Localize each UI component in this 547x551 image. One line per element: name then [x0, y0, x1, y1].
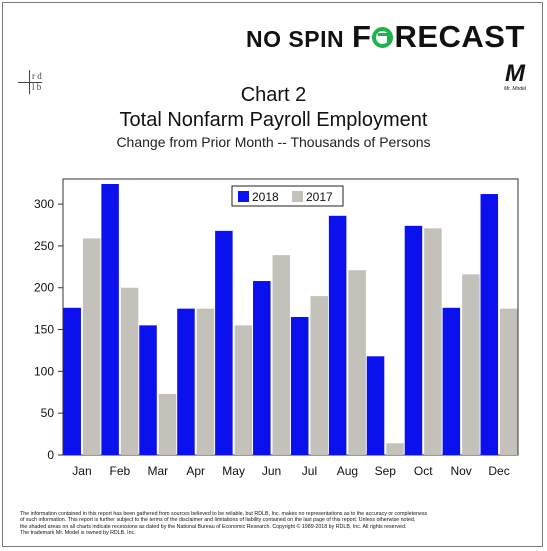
legend [231, 185, 344, 207]
y-tick-label: 100 [34, 364, 54, 378]
bar-2018-mar [139, 325, 157, 455]
bar-2018-aug [328, 215, 347, 455]
chart-title: Chart 2 [240, 84, 307, 106]
x-tick-label: Aug [337, 464, 358, 478]
bar-2017-oct [424, 228, 442, 455]
x-tick-label: Nov [450, 464, 471, 478]
legend-label-2018: 2018 [252, 190, 279, 204]
bar-2018-dec [480, 194, 499, 455]
plot-area [62, 178, 519, 456]
x-tick-label: Jun [262, 464, 281, 478]
bar-2017-nov [462, 274, 480, 455]
bar-2018-may [215, 230, 233, 455]
x-tick-label: Dec [488, 464, 509, 478]
x-tick-label: Apr [186, 464, 205, 478]
y-tick-label: 300 [34, 197, 54, 211]
bar-2017-feb [120, 287, 139, 455]
bar-2017-aug [348, 270, 366, 455]
bar-2017-jan [82, 238, 101, 455]
bar-2017-sep [386, 443, 404, 455]
brand-no-spin: NO SPIN [246, 26, 345, 52]
y-tick-label: 200 [34, 281, 54, 295]
bar-2018-jan [63, 307, 81, 455]
x-tick-label: Jan [72, 464, 91, 478]
legend-swatch-2018 [238, 191, 249, 202]
disclaimer-footer: The information contained in this report… [20, 511, 535, 537]
x-tick-label: Sep [375, 464, 397, 478]
mr-model-caption: Mr. Model [503, 86, 527, 92]
bar-2018-sep [366, 356, 385, 455]
y-tick-label: 250 [34, 239, 54, 253]
chart-caption: Change from Prior Month -- Thousands of … [116, 134, 431, 150]
bar-2017-mar [158, 393, 177, 455]
brand-logo: NO SPIN F RECAST [246, 18, 536, 58]
bar-2018-feb [101, 184, 119, 455]
disclaimer-line: of such information. This report is furt… [20, 517, 416, 524]
bar-2017-apr [196, 308, 215, 455]
bar-2017-may [234, 325, 253, 455]
y-tick-label: 0 [47, 448, 54, 462]
legend-swatch-2017 [292, 191, 303, 202]
y-tick-label: 50 [41, 406, 55, 420]
bar-2017-dec [500, 308, 518, 455]
bar-2018-apr [177, 308, 195, 455]
x-tick-label: Feb [110, 464, 131, 478]
y-tick-label: 150 [34, 323, 54, 337]
brand-forecast: F RECAST [352, 19, 525, 55]
rdlb-logo-top: r d [32, 71, 42, 81]
x-tick-label: Mar [147, 464, 168, 478]
x-tick-label: Oct [414, 464, 433, 478]
disclaimer-line: the shaded areas on all charts indicate … [20, 523, 407, 530]
mr-model-logo-icon: M Mr. Model [498, 62, 532, 96]
bar-2017-jul [310, 296, 328, 455]
chart-subtitle: Total Nonfarm Payroll Employment [119, 109, 428, 131]
brand-forecast-prefix: F [352, 19, 372, 54]
bar-2018-oct [404, 225, 423, 455]
brand-forecast-suffix: RECAST [394, 19, 525, 54]
rdlb-logo-bottom: l b [32, 82, 42, 92]
disclaimer-line: The trademark Mr. Model is owned by RDLB… [20, 530, 136, 537]
bar-2018-jun [253, 281, 271, 455]
x-tick-label: Jul [302, 464, 317, 478]
report-frame [2, 2, 543, 547]
bar-2017-jun [272, 255, 291, 455]
bar-2018-jul [290, 317, 309, 455]
target-arrow-icon [372, 27, 394, 48]
mr-model-mark: M [505, 60, 525, 87]
rdlb-logo-icon: r d l b [18, 70, 42, 94]
legend-label-2017: 2017 [306, 190, 333, 204]
bar-2018-nov [442, 307, 461, 455]
disclaimer-line: The information contained in this report… [20, 511, 428, 517]
x-tick-label: May [222, 464, 245, 478]
